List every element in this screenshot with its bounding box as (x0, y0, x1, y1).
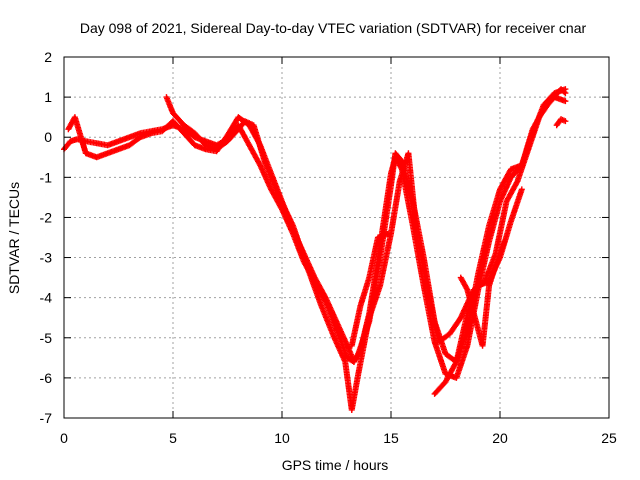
data-points (61, 86, 569, 413)
y-tick-label: 1 (44, 89, 52, 105)
y-tick-label: -3 (40, 250, 53, 266)
series-track-f (457, 238, 508, 349)
x-tick-label: 10 (274, 430, 290, 446)
data-point (562, 118, 569, 125)
y-tick-label: -1 (40, 169, 53, 185)
x-tick-label: 5 (169, 430, 177, 446)
x-tick-label: 0 (60, 430, 68, 446)
y-tick-label: -7 (40, 410, 53, 426)
y-tick-label: -2 (40, 209, 53, 225)
x-tick-label: 15 (383, 430, 399, 446)
data-point (562, 98, 569, 105)
data-point (518, 186, 525, 193)
series-track-e (431, 186, 525, 397)
data-point (562, 90, 569, 97)
y-axis-label: SDTVAR / TECUs (6, 182, 22, 294)
axes: 0 5 10 15 20 25 -7 -6 -5 -4 -3 -2 -1 0 1 2 (40, 49, 617, 446)
y-tick-label: 0 (44, 129, 52, 145)
y-tick-label: 2 (44, 49, 52, 65)
grid-lines (64, 57, 609, 418)
data-point (385, 230, 392, 237)
data-point (561, 89, 568, 96)
series-track-d (348, 230, 392, 349)
y-tick-label: -4 (40, 290, 53, 306)
x-tick-label: 20 (492, 430, 508, 446)
series-track-g (553, 116, 569, 129)
plot-frame (63, 56, 610, 419)
data-point (501, 238, 508, 245)
y-tick-label: -6 (40, 370, 53, 386)
chart-title: Day 098 of 2021, Sidereal Day-to-day VTE… (80, 20, 587, 36)
x-tick-label: 25 (601, 430, 617, 446)
x-axis-label: GPS time / hours (282, 457, 389, 473)
y-tick-label: -5 (40, 330, 53, 346)
series-track-c (163, 86, 569, 413)
